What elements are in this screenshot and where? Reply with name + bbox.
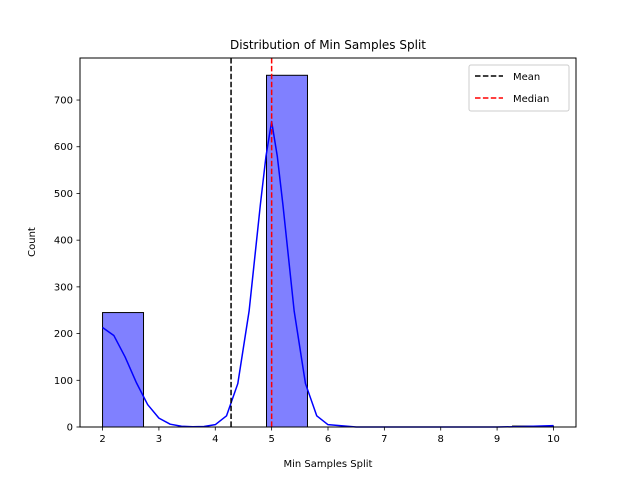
y-tick-label: 200 bbox=[54, 329, 73, 340]
x-tick-label: 8 bbox=[438, 434, 444, 445]
legend-label: Median bbox=[513, 94, 549, 105]
x-axis-label: Min Samples Split bbox=[284, 459, 373, 470]
x-tick-label: 2 bbox=[99, 434, 105, 445]
legend: Mean Median bbox=[468, 64, 570, 112]
x-tick-label: 7 bbox=[381, 434, 387, 445]
vline-layer bbox=[230, 58, 273, 427]
chart-title: Distribution of Min Samples Split bbox=[230, 38, 426, 52]
y-tick-label: 500 bbox=[54, 189, 73, 200]
y-axis-label: Count bbox=[27, 227, 38, 257]
legend-label: Mean bbox=[513, 72, 540, 83]
x-tick-label: 5 bbox=[268, 434, 274, 445]
y-tick-label: 700 bbox=[54, 96, 73, 107]
x-tick-label: 3 bbox=[156, 434, 162, 445]
y-axis-ticks: 0 100 200 300 400 500 600 700 bbox=[54, 96, 80, 434]
y-tick-label: 400 bbox=[54, 236, 73, 247]
y-tick-label: 600 bbox=[54, 142, 73, 153]
x-axis-ticks: 2 3 4 5 6 7 8 9 10 bbox=[99, 427, 560, 445]
y-tick-label: 100 bbox=[54, 376, 73, 387]
x-tick-label: 9 bbox=[494, 434, 500, 445]
y-tick-label: 0 bbox=[67, 423, 73, 434]
x-tick-label: 10 bbox=[547, 434, 560, 445]
x-tick-label: 4 bbox=[212, 434, 218, 445]
x-tick-label: 6 bbox=[325, 434, 331, 445]
histogram-bar bbox=[266, 74, 308, 428]
histogram-bar bbox=[102, 312, 145, 428]
y-tick-label: 300 bbox=[54, 282, 73, 293]
